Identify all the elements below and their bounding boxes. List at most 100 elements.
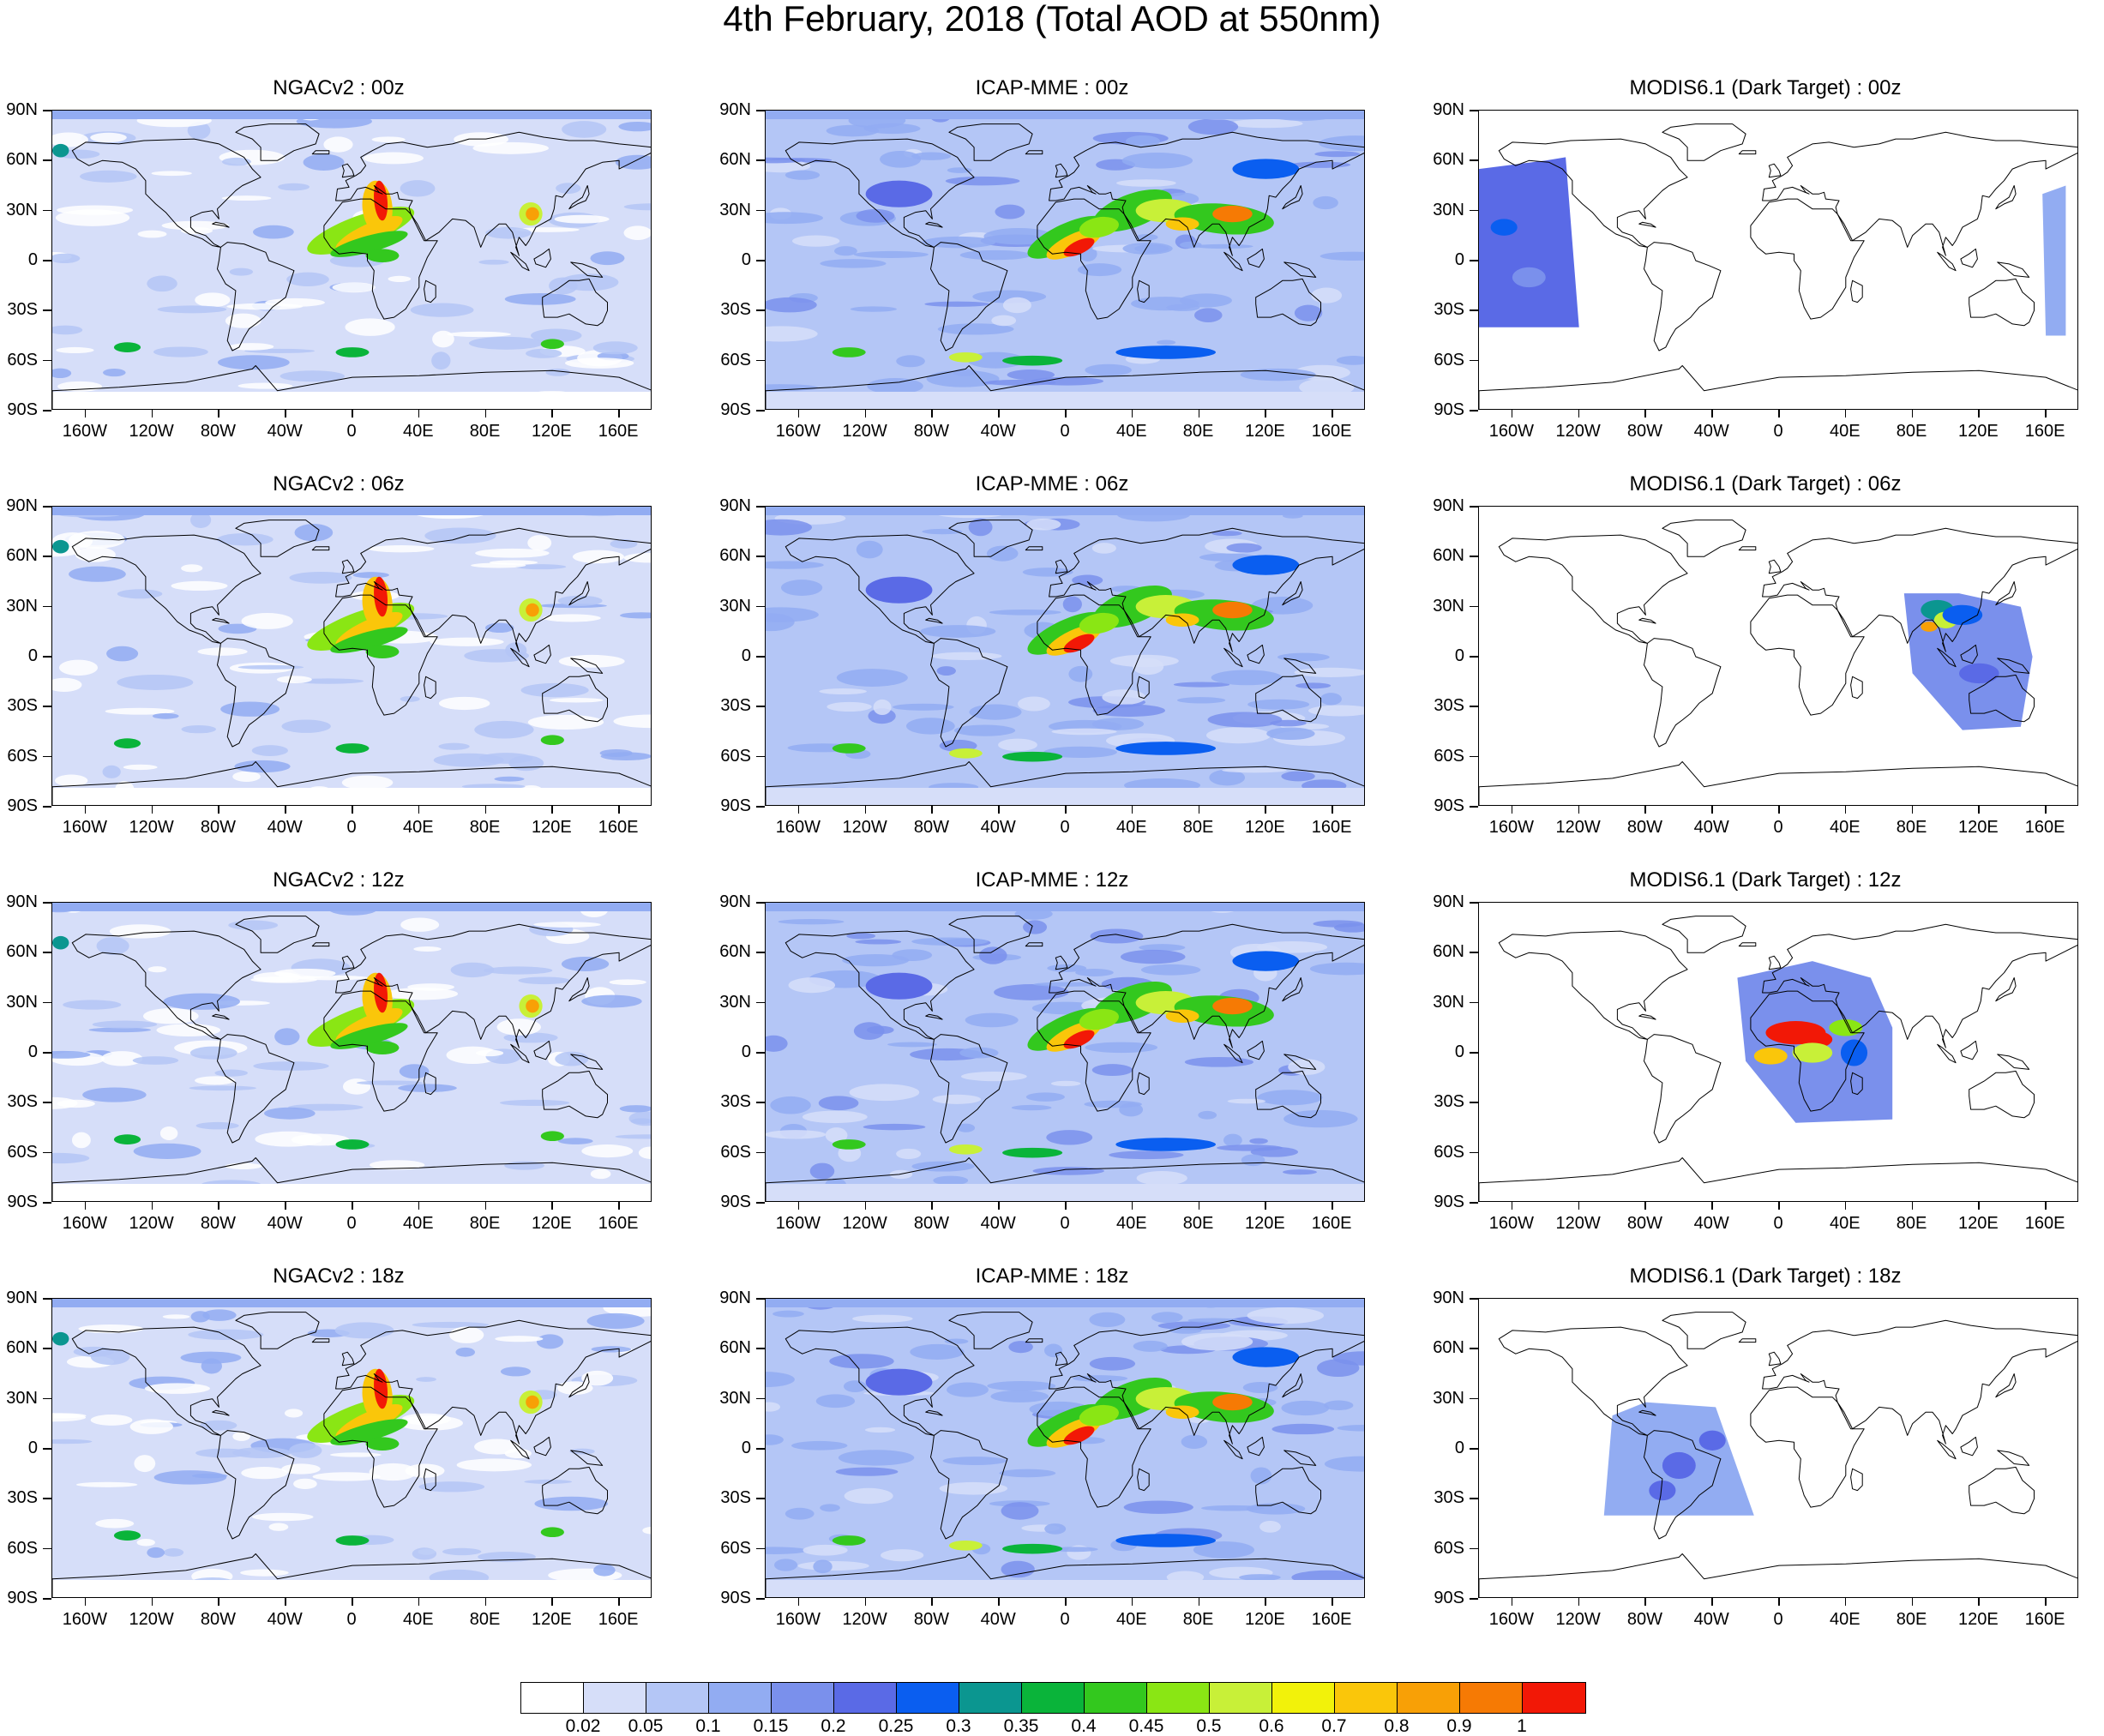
lon-label: 80E — [1182, 818, 1214, 837]
lat-tick — [1470, 110, 1478, 111]
lon-tick — [1198, 806, 1200, 814]
panel-title: ICAP-MME : 18z — [975, 1264, 1129, 1288]
lon-label: 80W — [200, 818, 236, 837]
lon-label: 160E — [598, 1214, 639, 1233]
lat-tick — [756, 159, 765, 161]
lon-tick — [1065, 1202, 1067, 1210]
coastline-layer — [1479, 123, 2077, 409]
lat-tick — [1470, 1102, 1478, 1103]
map-panel-modis-12z: MODIS6.1 (Dark Target) : 12z 90N 60N 30N 0 30… — [1427, 869, 2104, 1272]
lon-tick — [484, 1598, 487, 1606]
colorbar-label: 0.35 — [1003, 1716, 1039, 1736]
lat-label: 60S — [720, 350, 751, 369]
aod-plume-layer — [52, 539, 564, 754]
lon-label: 40W — [267, 422, 303, 441]
lat-label: 60N — [1433, 942, 1464, 962]
map-frame — [51, 902, 652, 1202]
lon-label: 40E — [1829, 1610, 1861, 1629]
lon-label: 80W — [1626, 818, 1662, 837]
map-frame — [51, 506, 652, 806]
lon-label: 80E — [1896, 1214, 1927, 1233]
lat-label: 30N — [1433, 200, 1464, 219]
lon-tick — [618, 806, 620, 814]
lon-tick — [864, 1598, 867, 1606]
lon-label: 80W — [1626, 1610, 1662, 1629]
map-panel-icap-18z: ICAP-MME : 18z 90N 60N 30N 0 30S 60S 90S 160W 120… — [713, 1265, 1391, 1668]
lon-label: 120E — [1957, 1610, 1999, 1629]
lat-label: 30S — [7, 1092, 38, 1112]
map-panel-icap-12z: ICAP-MME : 12z 90N 60N 30N 0 30S 60S 90S 160W 120… — [713, 869, 1391, 1272]
lon-tick — [797, 410, 800, 417]
colorbar-swatch — [709, 1683, 772, 1713]
lat-label: 30N — [719, 992, 751, 1012]
lon-label: 160W — [62, 422, 107, 441]
aod-field-layer — [52, 507, 651, 805]
lon-tick — [998, 1598, 1000, 1606]
lat-label: 60N — [6, 942, 38, 962]
lon-tick — [1644, 806, 1646, 814]
lat-label: 60N — [1433, 150, 1464, 170]
lat-tick — [1470, 1052, 1478, 1054]
lon-label: 80E — [1896, 422, 1927, 441]
lat-label: 30S — [720, 300, 751, 320]
lon-label: 120W — [842, 1214, 887, 1233]
lat-tick — [43, 1547, 51, 1550]
lon-label: 40E — [1829, 1214, 1861, 1233]
lon-tick — [998, 1202, 1000, 1210]
lon-label: 160W — [775, 422, 821, 441]
lon-tick — [2045, 1202, 2047, 1210]
lon-label: 160E — [598, 818, 639, 837]
colorbar-swatch — [1272, 1683, 1335, 1713]
lon-label: 40E — [1115, 818, 1147, 837]
modis-swath-layer — [1479, 157, 2066, 336]
lon-label: 0 — [1773, 1214, 1783, 1233]
lat-tick — [43, 1001, 51, 1004]
lon-tick — [1844, 1598, 1847, 1606]
lon-tick — [1131, 1202, 1133, 1210]
lat-label: 60N — [719, 546, 751, 566]
lon-label: 80W — [200, 1610, 236, 1629]
lon-label: 0 — [1060, 1610, 1070, 1629]
lon-tick — [1778, 1598, 1780, 1606]
lon-tick — [218, 806, 219, 814]
lon-label: 40E — [1829, 422, 1861, 441]
lon-label: 40E — [1115, 1610, 1147, 1629]
lon-label: 160E — [2024, 1214, 2065, 1233]
colorbar-swatch — [772, 1683, 834, 1713]
lon-tick — [1978, 806, 1980, 814]
lat-tick — [43, 706, 51, 707]
lon-label: 160E — [2024, 818, 2065, 837]
lat-label: 30N — [719, 596, 751, 616]
lon-label: 40E — [402, 1214, 434, 1233]
coastline-layer — [766, 1312, 1364, 1597]
lat-label: 60N — [6, 546, 38, 566]
lat-tick — [43, 1498, 51, 1499]
lat-label: 60S — [7, 350, 38, 369]
lon-label: 120W — [1555, 1610, 1601, 1629]
aod-plume-layer — [832, 159, 1300, 366]
lat-tick — [43, 309, 51, 311]
lat-label: 0 — [1454, 1042, 1464, 1061]
lon-label: 120E — [531, 422, 572, 441]
lon-tick — [1578, 410, 1580, 417]
lon-tick — [1644, 410, 1646, 417]
lon-label: 120W — [842, 1610, 887, 1629]
aod-field-layer — [52, 903, 651, 1201]
lat-tick — [43, 952, 51, 953]
lat-tick — [1470, 1397, 1478, 1400]
lat-label: 60S — [1434, 746, 1464, 766]
coastline-layer — [1479, 916, 2077, 1201]
lat-label: 90N — [6, 100, 38, 119]
lon-tick — [864, 410, 867, 417]
lat-label: 90S — [720, 1589, 751, 1607]
colorbar-swatch — [1147, 1683, 1210, 1713]
lon-tick — [1065, 410, 1067, 417]
lon-label: 120E — [1957, 818, 1999, 837]
lat-label: 90N — [6, 496, 38, 515]
lon-label: 80W — [913, 1214, 949, 1233]
lon-label: 0 — [1060, 1214, 1070, 1233]
lat-tick — [43, 1598, 51, 1600]
lat-tick — [1470, 556, 1478, 557]
lon-tick — [1911, 806, 1914, 814]
lat-tick — [1470, 1348, 1478, 1349]
